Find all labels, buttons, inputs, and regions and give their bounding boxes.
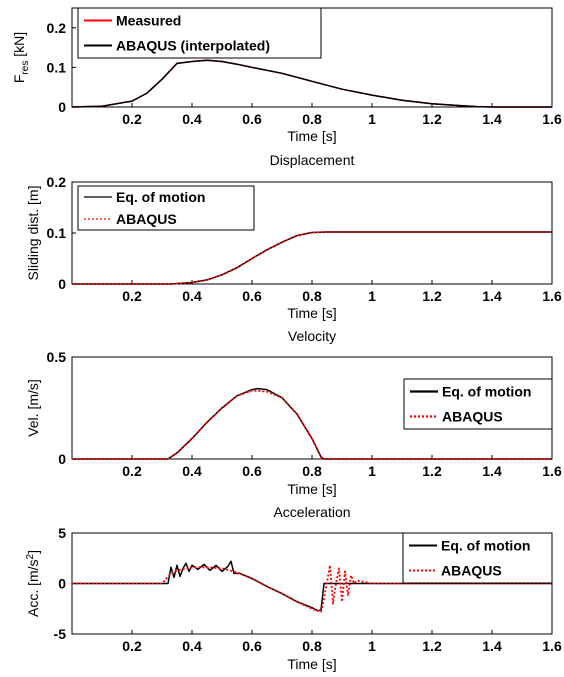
legend-label: Measured — [116, 13, 181, 29]
x-tick-label: 1 — [368, 111, 376, 127]
x-tick-label: 0.6 — [242, 288, 262, 304]
x-tick-label: 0.8 — [302, 288, 322, 304]
x-tick-label: 0.8 — [302, 111, 322, 127]
x-tick-label: 0.2 — [122, 638, 142, 654]
y-axis-label: Acc. [m/s2] — [25, 550, 41, 617]
legend-label: Eq. of motion — [442, 384, 531, 400]
series-line-1 — [72, 231, 552, 285]
x-tick-label: 0.4 — [182, 288, 202, 304]
x-tick-label: 1.2 — [422, 111, 442, 127]
series-line-2 — [71, 59, 552, 108]
x-tick-label: 1 — [368, 288, 376, 304]
chart-title: Acceleration — [273, 504, 350, 520]
legend-label: Eq. of motion — [441, 538, 530, 554]
series-line-1 — [71, 59, 552, 108]
y-tick-label: 0.2 — [47, 20, 67, 36]
legend-label: ABAQUS — [442, 409, 503, 425]
series-line-2 — [72, 389, 552, 460]
x-tick-label: 1.6 — [542, 111, 562, 127]
y-axis-label: Vel. [m/s] — [25, 379, 41, 437]
x-tick-label: 1.4 — [482, 638, 502, 654]
legend: Eq. of motion ABAQUS — [77, 185, 255, 231]
chart-panel-3: Velocity 0.2 0.4 0.6 0.8 1 1.2 1.4 1.6 0 0.5 Time [… — [25, 328, 562, 497]
x-axis-label: Time [s] — [287, 305, 336, 321]
x-axis-label: Time [s] — [287, 128, 336, 144]
chart-panel-4: Acceleration 0.2 0.4 0.6 0.8 1 1.2 1.4 1.6 -5 0 5 Ti… — [25, 504, 562, 672]
x-axis-label: Time [s] — [287, 481, 336, 497]
x-tick-label: 1.4 — [482, 111, 502, 127]
x-tick-label: 0.4 — [182, 111, 202, 127]
legend-box — [77, 185, 255, 231]
x-tick-label: 0.8 — [302, 463, 322, 479]
x-tick-label: 1.6 — [542, 463, 562, 479]
x-tick-label: 1.2 — [422, 638, 442, 654]
x-tick-label: 0.2 — [122, 463, 142, 479]
x-tick-label: 1.2 — [422, 288, 442, 304]
legend-box — [403, 378, 553, 430]
x-tick-label: 1.6 — [542, 638, 562, 654]
x-tick-label: 0.6 — [242, 111, 262, 127]
x-tick-label: 0.6 — [242, 638, 262, 654]
y-tick-label: 0 — [58, 99, 66, 115]
legend-label: ABAQUS (interpolated) — [116, 38, 270, 54]
series-line-2 — [72, 564, 552, 613]
legend: Eq. of motion ABAQUS — [403, 378, 553, 430]
x-tick-label: 0.8 — [302, 638, 322, 654]
x-tick-label: 1.6 — [542, 288, 562, 304]
y-tick-label: 0 — [58, 276, 66, 292]
series-line-2 — [72, 231, 552, 285]
y-tick-label: 0.1 — [47, 59, 67, 75]
legend: Measured ABAQUS (interpolated) — [77, 7, 322, 59]
y-axis-label: Fres [kN] — [11, 32, 31, 83]
y-tick-label: 0.2 — [47, 174, 67, 190]
x-tick-label: 0.2 — [122, 288, 142, 304]
legend-box — [77, 7, 322, 59]
legend-label: ABAQUS — [116, 211, 177, 227]
x-tick-label: 1.2 — [422, 463, 442, 479]
y-tick-label: -5 — [54, 626, 67, 642]
x-axis-label: Time [s] — [287, 656, 336, 672]
x-tick-label: 1 — [368, 638, 376, 654]
legend-label: Eq. of motion — [116, 189, 205, 205]
y-tick-label: 5 — [58, 525, 66, 541]
y-tick-label: 0 — [58, 576, 66, 592]
chart-title: Velocity — [288, 328, 336, 344]
y-axis-label: Sliding dist. [m] — [25, 186, 41, 281]
x-tick-label: 0.2 — [122, 111, 142, 127]
y-tick-label: 0 — [58, 451, 66, 467]
y-tick-label: 0.5 — [47, 349, 67, 365]
legend: Eq. of motion ABAQUS — [402, 532, 553, 584]
x-tick-label: 0.4 — [182, 463, 202, 479]
x-tick-label: 1.4 — [482, 288, 502, 304]
x-tick-label: 1.4 — [482, 463, 502, 479]
legend-box — [402, 532, 553, 584]
chart-panel-1: 0.2 0.4 0.6 0.8 1 1.2 1.4 1.6 0 0.1 0.2 Time [s] Fre… — [11, 7, 562, 144]
y-tick-label: 0.1 — [47, 225, 67, 241]
x-tick-label: 1 — [368, 463, 376, 479]
legend-label: ABAQUS — [441, 563, 502, 579]
x-tick-label: 0.6 — [242, 463, 262, 479]
x-tick-label: 0.4 — [182, 638, 202, 654]
chart-title: Displacement — [270, 152, 355, 168]
chart-panel-2: Displacement 0.2 0.4 0.6 0.8 1 1.2 1.4 1.6 0 0.1 0.… — [25, 152, 562, 321]
